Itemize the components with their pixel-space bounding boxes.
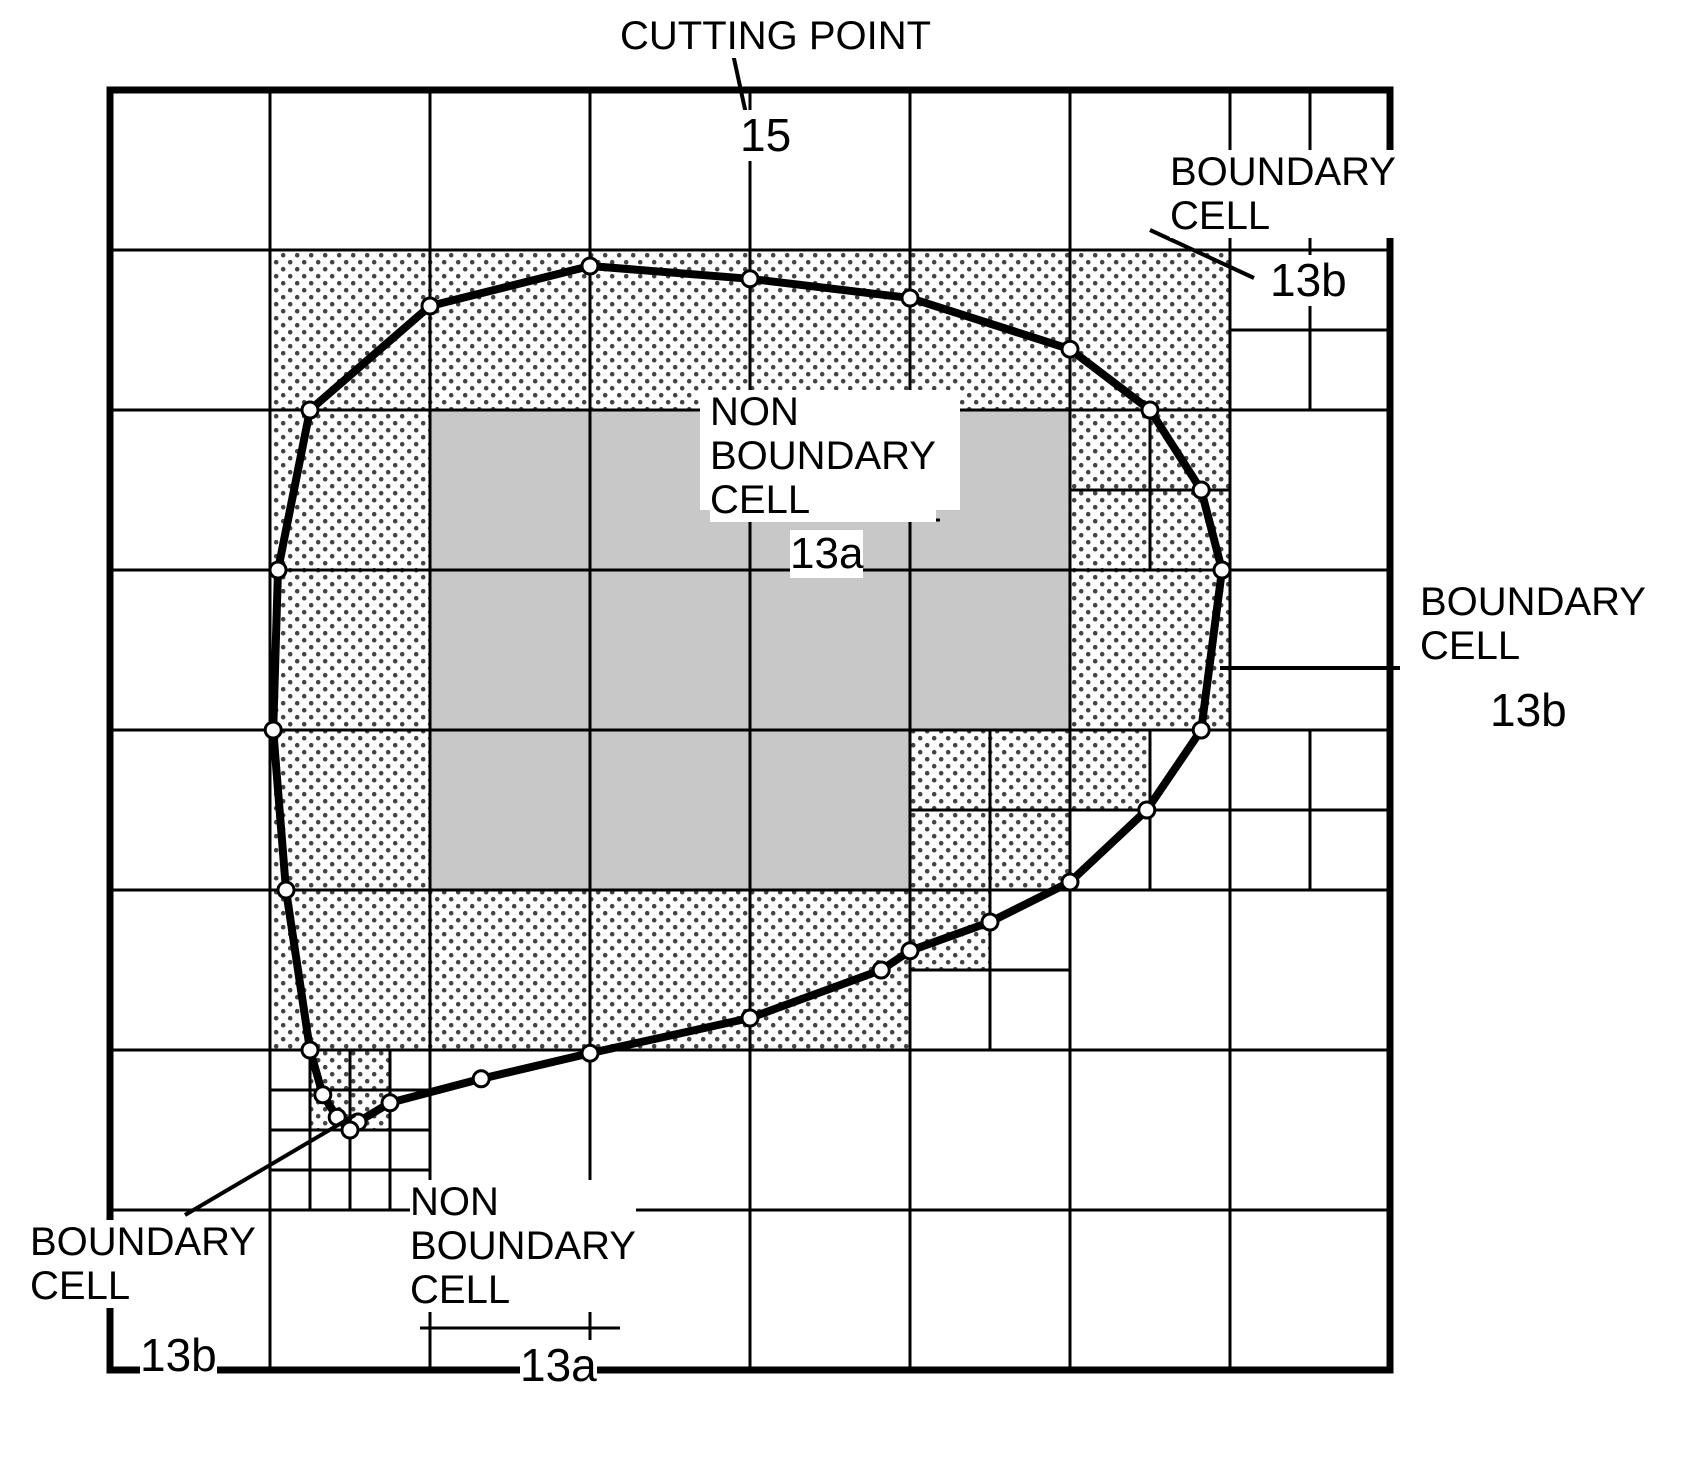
label-boundaryTopRight: BOUNDARY CELL [1170, 150, 1396, 238]
cutting-point-marker [1142, 402, 1158, 418]
label-boundaryRight: BOUNDARY CELL [1420, 580, 1646, 668]
cutting-point-marker [1193, 722, 1209, 738]
label-boundaryBL: BOUNDARY CELL [30, 1220, 256, 1308]
cutting-point-marker [302, 1042, 318, 1058]
label-thirteenAbl: 13a [520, 1340, 597, 1391]
cutting-point-marker [422, 298, 438, 314]
cutting-point-marker [582, 1045, 598, 1061]
cutting-point-marker [902, 290, 918, 306]
cutting-point-marker [342, 1122, 358, 1138]
boundary-cell [750, 250, 910, 410]
non-boundary-cell [590, 730, 750, 890]
boundary-cell [990, 810, 1070, 890]
label-fifteen: 15 [740, 110, 791, 161]
boundary-cell [430, 890, 590, 1050]
non-boundary-cell [430, 730, 590, 890]
cutting-point-marker [1062, 874, 1078, 890]
cutting-point-marker [742, 1010, 758, 1026]
cutting-point-marker [315, 1087, 331, 1103]
cutting-point-marker [873, 962, 889, 978]
label-thirteenBtr: 13b [1270, 255, 1347, 306]
cutting-point-marker [302, 402, 318, 418]
boundary-cell [1070, 730, 1150, 810]
cutting-point-marker [473, 1071, 489, 1087]
boundary-cell [350, 1050, 390, 1090]
diagram-svg [20, 20, 1694, 1458]
boundary-cell [1070, 250, 1230, 410]
cutting-point-marker [270, 562, 286, 578]
boundary-cell [270, 570, 430, 730]
cutting-point-marker [982, 914, 998, 930]
boundary-cell [990, 730, 1070, 810]
cutting-point-marker [382, 1095, 398, 1111]
cutting-point-marker [1139, 802, 1155, 818]
non-boundary-cell [750, 730, 910, 890]
label-thirteenBright: 13b [1490, 685, 1567, 736]
label-cuttingPoint: CUTTING POINT [620, 14, 931, 58]
boundary-cell [910, 250, 1070, 410]
diagram-container: CUTTING POINT15BOUNDARY CELL13bNON BOUND… [20, 20, 1694, 1458]
cutting-point-marker [1062, 341, 1078, 357]
cutting-point-marker [1214, 562, 1230, 578]
cutting-point-marker [265, 722, 281, 738]
cutting-point-marker [278, 882, 294, 898]
cutting-point-marker [902, 943, 918, 959]
cutting-point-marker [582, 258, 598, 274]
cutting-point-marker [1193, 482, 1209, 498]
label-thirteenBbl: 13b [140, 1330, 217, 1381]
boundary-cell [270, 730, 430, 890]
cutting-point-marker [742, 271, 758, 287]
label-thirteenAcenter: 13a [790, 530, 863, 578]
label-nonBoundaryCenter: NON BOUNDARY CELL [710, 390, 936, 522]
label-nonBoundaryBL: NON BOUNDARY CELL [410, 1180, 636, 1312]
